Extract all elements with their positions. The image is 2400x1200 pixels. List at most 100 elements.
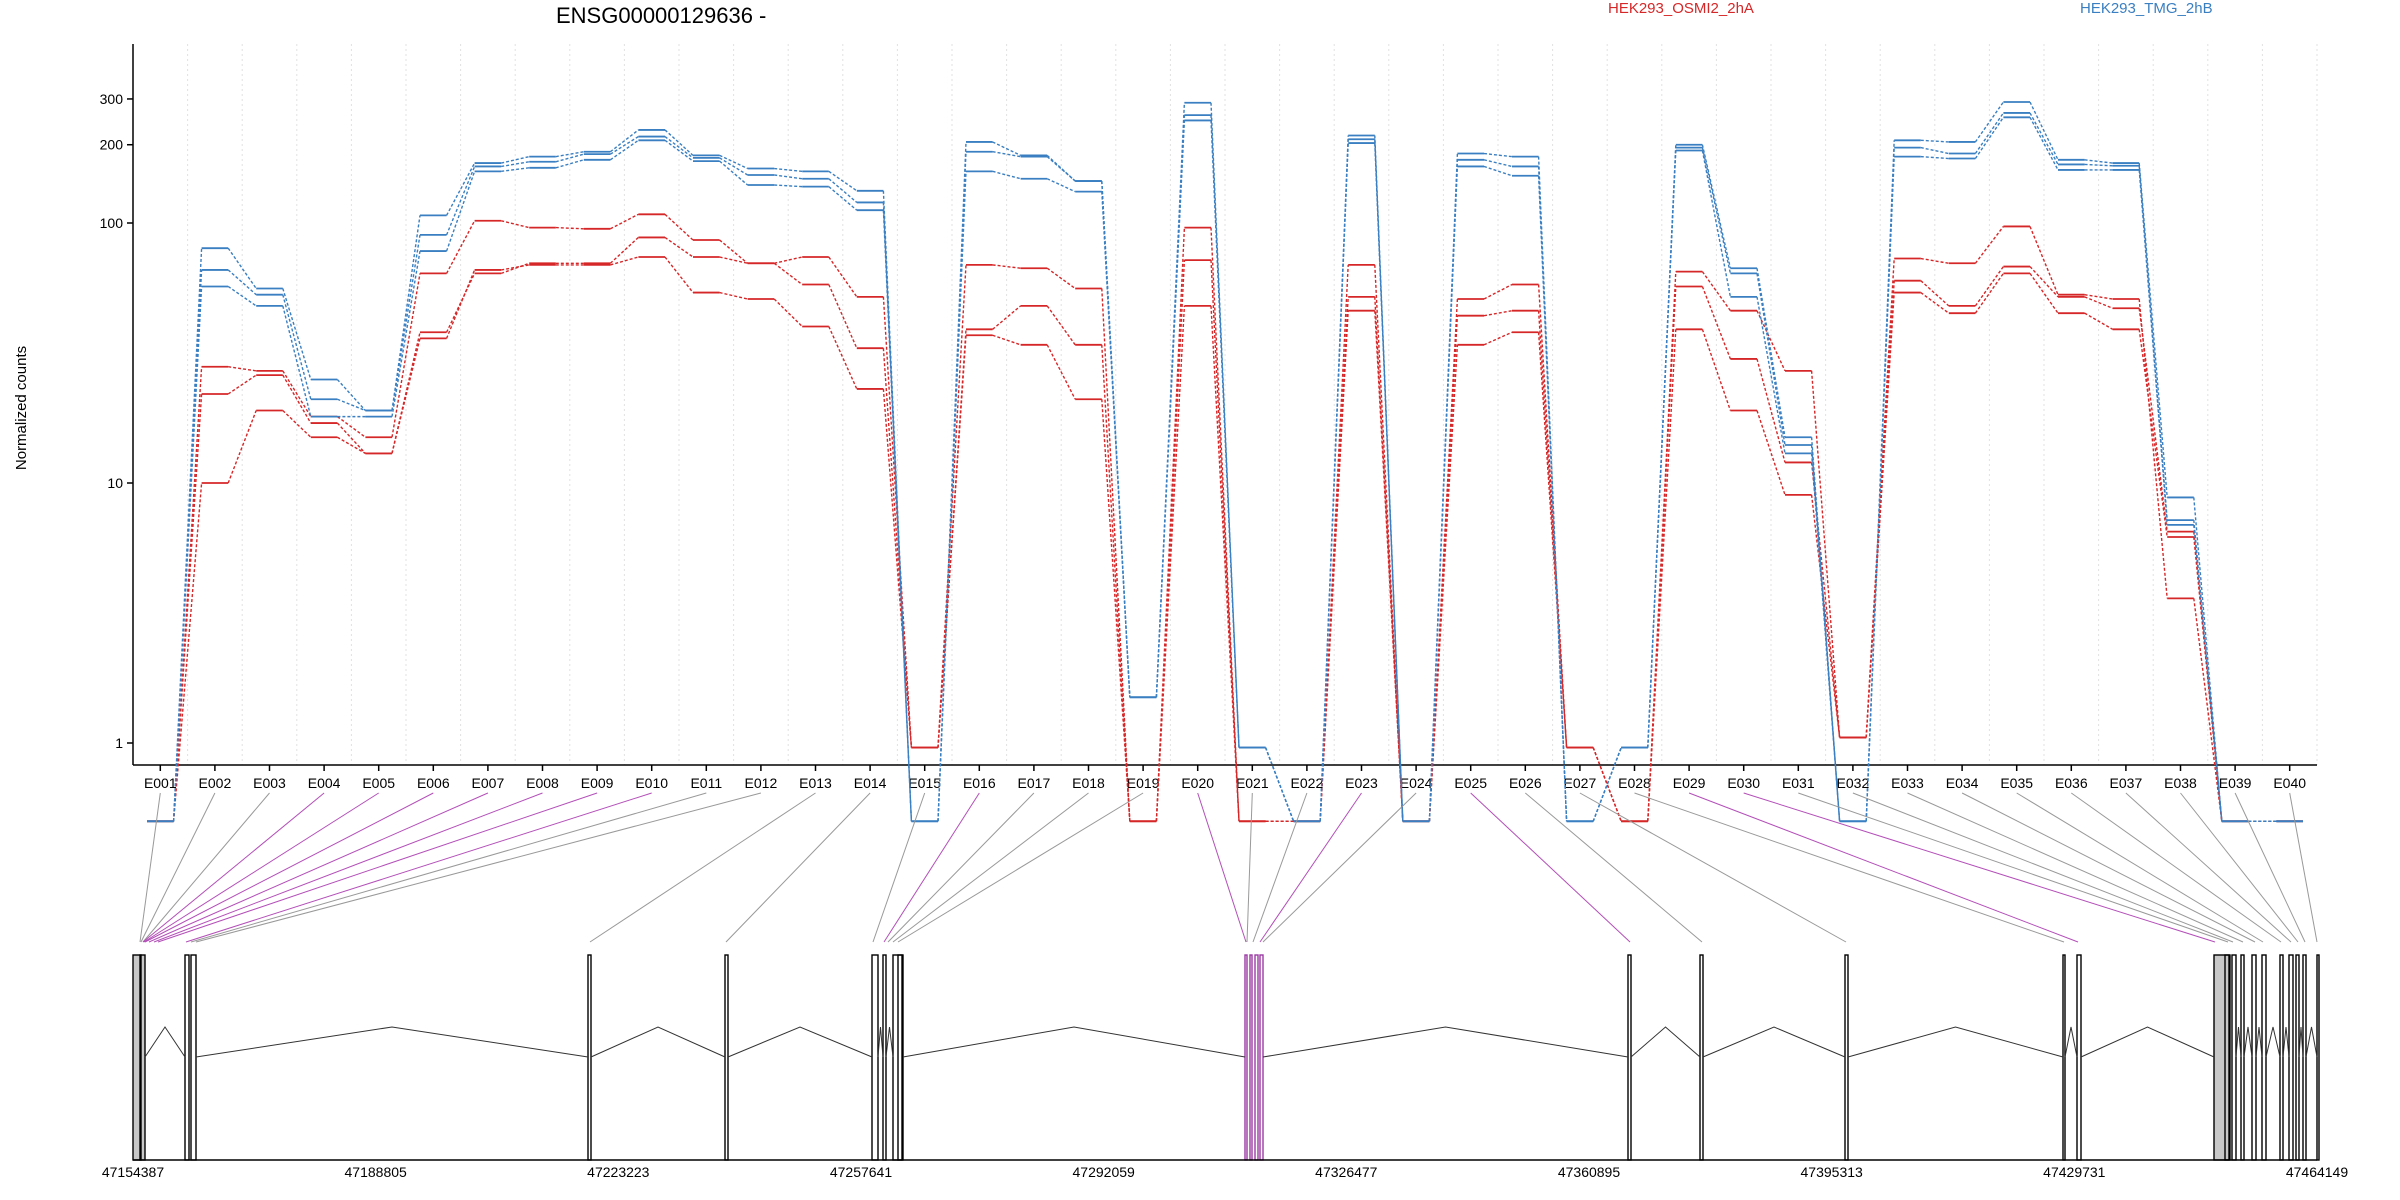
series-HEK293_OSMI2_2hA: [147, 256, 2303, 823]
x-tick-label: E027: [1564, 775, 1597, 791]
x-tick-label: E012: [745, 775, 778, 791]
data-connector: [664, 136, 694, 159]
grid-lines: [132, 44, 2318, 765]
exon-connector: [589, 792, 816, 943]
data-connector: [1810, 453, 1841, 822]
data-connector: [445, 273, 476, 333]
y-tick-label: 10: [107, 475, 123, 491]
exon-connector: [1197, 792, 1247, 943]
x-tick-label: E001: [144, 775, 177, 791]
data-connector: [1155, 227, 1186, 822]
data-connector: [2029, 101, 2059, 161]
data-connector: [609, 236, 639, 264]
intron-line: [144, 1026, 186, 1058]
data-connector: [2138, 169, 2168, 525]
exon-connector: [1262, 792, 1417, 943]
data-connector: [1046, 344, 1076, 400]
exon-block: [724, 954, 729, 1161]
x-tick-label: E036: [2055, 775, 2088, 791]
chart-title: ENSG00000129636 -: [556, 3, 766, 28]
x-tick-label: E026: [1509, 775, 1542, 791]
data-connector: [227, 374, 257, 395]
x-tick-label: E020: [1181, 775, 1214, 791]
exon-connector: [148, 792, 489, 943]
intron-line: [1702, 1026, 1846, 1058]
series-HEK293_TMG_2hB: [147, 116, 2303, 823]
legend-entry-tmg: HEK293_TMG_2hB: [2080, 0, 2213, 17]
exon-block: [2302, 954, 2307, 1161]
data-connector: [2029, 266, 2059, 298]
x-tick-label: E008: [526, 775, 559, 791]
exon-connector: [2289, 792, 2318, 943]
data-connector: [773, 298, 803, 327]
genomic-tick-label: 47223223: [587, 1164, 650, 1180]
data-connector: [1974, 272, 2004, 314]
data-connector: [1537, 175, 1568, 822]
x-tick-label: E010: [635, 775, 668, 791]
x-tick-label: E035: [2000, 775, 2033, 791]
exon-connector: [872, 792, 926, 943]
data-connector: [610, 213, 639, 230]
data-connector: [1319, 310, 1349, 822]
x-tick-label: E005: [362, 775, 395, 791]
exon-connector: [190, 792, 707, 943]
data-connector: [172, 482, 203, 822]
data-connector: [1046, 267, 1076, 290]
intron-line: [2265, 1026, 2281, 1058]
intron-line: [1630, 1026, 1701, 1058]
data-connector: [1155, 260, 1186, 822]
exon-connector: [1961, 792, 2256, 943]
data-connector: [282, 374, 312, 424]
intron-line: [195, 1026, 589, 1058]
data-connector: [1865, 292, 1895, 738]
exon-connector: [1688, 792, 2079, 943]
data-connector: [1701, 329, 1732, 411]
data-connector: [1756, 296, 1786, 454]
genomic-tick-label: 47464149: [2286, 1164, 2349, 1180]
data-connector: [555, 159, 584, 169]
intron-line: [902, 1026, 1246, 1058]
x-tick-label: E030: [1727, 775, 1760, 791]
data-connector: [1974, 116, 2004, 159]
x-tick-label: E011: [690, 775, 722, 791]
connector-lines: [139, 792, 2318, 943]
exon-connector: [157, 792, 598, 943]
data-connector: [1428, 344, 1459, 822]
exon-block-shaded: [2213, 954, 2231, 1161]
data-connector: [1592, 747, 1622, 822]
exon-block: [1844, 954, 1849, 1161]
data-connector: [1756, 358, 1786, 463]
exon-connector: [140, 792, 216, 943]
genomic-tick-label: 47395313: [1801, 1164, 1864, 1180]
exon-block: [2279, 954, 2284, 1161]
data-connector: [336, 379, 366, 411]
x-tick-label: E019: [1127, 775, 1160, 791]
data-connector: [282, 410, 312, 438]
intron-line: [2298, 1026, 2304, 1058]
x-tick-label: E002: [199, 775, 232, 791]
intron-line: [2235, 1026, 2242, 1058]
data-connector: [882, 348, 913, 748]
exon-block: [2076, 954, 2082, 1161]
exon-block: [2261, 954, 2267, 1161]
data-connector: [445, 269, 476, 339]
exon-connector: [1252, 792, 1308, 943]
x-tick-label: E007: [472, 775, 505, 791]
data-connector: [882, 202, 913, 822]
data-connector: [1647, 329, 1677, 822]
data-connector: [882, 388, 913, 748]
exon-connector: [1743, 792, 2216, 943]
data-connector: [1210, 260, 1240, 822]
data-connector: [445, 171, 476, 252]
exon-block: [1249, 954, 1253, 1161]
data-connector: [1374, 296, 1404, 822]
series-lines: [147, 101, 2303, 823]
x-tick-label: E004: [308, 775, 341, 791]
data-connector: [1046, 305, 1076, 346]
data-connector: [2029, 226, 2059, 295]
exon-connector: [883, 792, 980, 943]
data-connector: [445, 166, 476, 236]
data-connector: [1537, 310, 1568, 748]
data-connector: [1920, 292, 1950, 314]
intron-line: [885, 1026, 894, 1058]
